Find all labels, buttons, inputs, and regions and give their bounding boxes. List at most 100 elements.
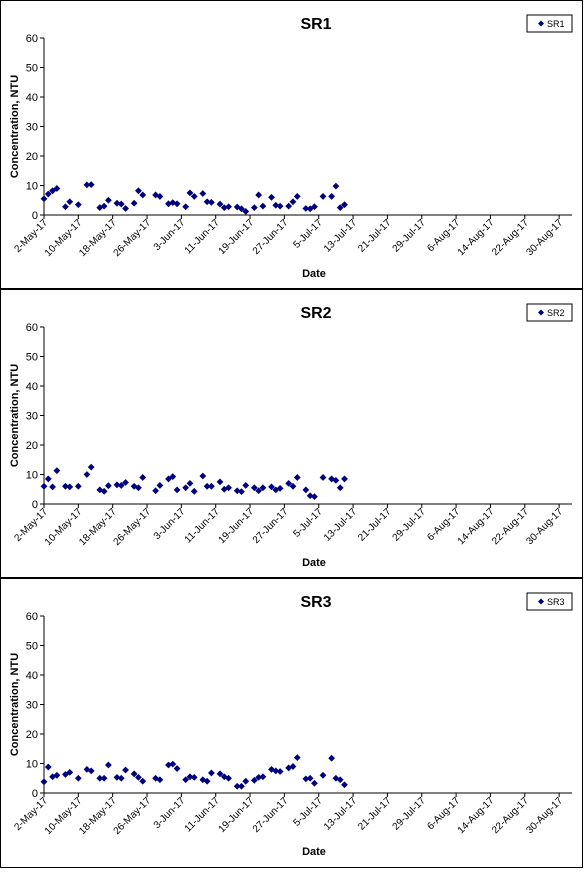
x-tick-label: 5-Jul-17 [292, 795, 326, 829]
x-tick-label: 26-May-17 [112, 217, 154, 259]
data-point [276, 484, 284, 492]
y-tick-label: 40 [26, 381, 38, 393]
data-point [186, 773, 194, 781]
y-axis-label: Concentration, NTU [9, 364, 21, 467]
data-point [285, 479, 293, 487]
data-point [135, 187, 142, 195]
data-point [311, 493, 318, 501]
x-tick-label: 5-Jul-17 [292, 506, 326, 540]
data-point [233, 782, 241, 790]
x-tick-label: 19-Jun-17 [217, 217, 257, 257]
data-point [272, 486, 280, 494]
data-point [104, 482, 112, 490]
data-point [293, 193, 301, 200]
data-point [169, 473, 177, 480]
data-point [328, 754, 336, 762]
y-axis-label: Concentration, NTU [9, 653, 21, 756]
x-tick-label: 21-Jul-17 [356, 506, 394, 544]
x-tick-label: 27-Jun-17 [251, 506, 291, 546]
data-point [62, 203, 69, 211]
data-point [336, 204, 344, 212]
data-point [250, 484, 258, 492]
data-point [130, 199, 138, 207]
data-point [66, 198, 74, 206]
chart-svg: SR201020304050602-May-1710-May-1718-May-… [9, 303, 573, 569]
y-tick-label: 0 [32, 788, 38, 800]
x-axis-label: Date [302, 268, 326, 280]
data-point [302, 775, 310, 783]
chart-title: SR2 [300, 305, 331, 322]
data-point [259, 202, 267, 210]
data-point [220, 204, 228, 212]
chart-panel-sr1: SR1 0 10 20 30 40 50 60 2-May-17 10-May-17 18-May-… [0, 0, 583, 289]
data-point [319, 193, 327, 200]
data-point [96, 204, 104, 212]
legend-marker [538, 309, 544, 316]
data-point [40, 778, 48, 786]
data-point [100, 202, 108, 210]
y-tick-label: 50 [26, 641, 38, 653]
data-point [285, 202, 293, 210]
data-point [272, 767, 280, 775]
legend-marker [538, 20, 544, 27]
data-point [113, 773, 121, 781]
data-point [122, 766, 129, 774]
data-point [238, 782, 245, 790]
chart-svg: SR301020304050602-May-1710-May-1718-May-… [9, 592, 573, 858]
data-point [293, 474, 301, 481]
data-point [49, 483, 56, 491]
y-tick-label: 10 [26, 181, 38, 193]
data-point [139, 191, 147, 199]
data-point [135, 773, 142, 781]
y-tick-label: 40 [26, 670, 38, 682]
data-point [216, 770, 224, 778]
data-point [199, 190, 207, 197]
data-point [74, 201, 82, 209]
data-point [233, 487, 241, 495]
data-point [100, 487, 108, 495]
chart-svg: SR101020304050602-May-1710-May-1718-May-… [9, 14, 573, 280]
x-tick-label: 29-Jul-17 [391, 217, 429, 255]
data-point [83, 471, 91, 478]
data-point [272, 201, 280, 209]
chart-panel-sr2: SR2 0 10 20 30 40 50 60 2-May-17 10-May-17 18-May-… [0, 289, 583, 578]
data-point [117, 482, 125, 489]
data-point [96, 774, 104, 782]
data-point [169, 760, 177, 768]
legend-label: SR2 [547, 308, 565, 318]
x-tick-label: 13-Jul-17 [322, 217, 360, 255]
data-point [268, 483, 275, 491]
y-tick-label: 0 [32, 499, 38, 511]
y-axis-label: Concentration, NTU [9, 75, 21, 178]
x-tick-label: 26-May-17 [112, 506, 154, 548]
y-tick-label: 60 [26, 611, 38, 623]
data-point [66, 768, 74, 776]
data-point [87, 767, 95, 775]
data-point [293, 754, 301, 761]
y-tick-label: 50 [26, 352, 38, 364]
y-tick-label: 50 [26, 63, 38, 75]
data-point [173, 486, 181, 494]
data-point [336, 776, 344, 784]
data-point [62, 482, 69, 490]
x-tick-label: 27-Jun-17 [251, 217, 291, 257]
data-point [100, 774, 108, 782]
data-point [182, 484, 190, 492]
y-tick-label: 10 [26, 470, 38, 482]
x-axis-label: Date [302, 557, 326, 569]
data-point [203, 777, 211, 785]
data-point [152, 774, 160, 782]
data-point [289, 482, 297, 490]
data-point [122, 479, 129, 486]
data-point [259, 484, 267, 492]
y-tick-label: 60 [26, 322, 38, 334]
legend-label: SR1 [547, 19, 565, 29]
x-tick-label: 26-May-17 [112, 795, 154, 837]
data-point [250, 204, 258, 212]
data-point [87, 181, 95, 189]
y-tick-label: 40 [26, 92, 38, 104]
data-point [130, 770, 138, 778]
data-point [113, 481, 121, 489]
data-point [208, 198, 215, 206]
